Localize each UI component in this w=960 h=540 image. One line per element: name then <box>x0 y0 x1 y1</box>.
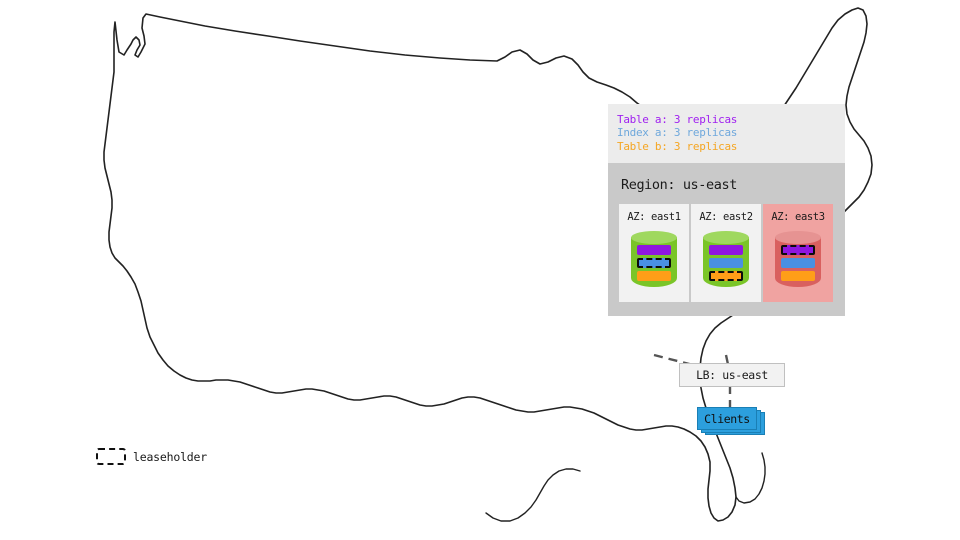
replica-bands-east3 <box>781 245 815 282</box>
dashed-rect-icon <box>96 448 126 465</box>
availability-zone-row: AZ: east1 AZ: east2 <box>619 204 834 303</box>
us-coastline-detail <box>735 452 766 504</box>
database-cylinder-east2[interactable] <box>703 231 749 293</box>
replica-band-index-a-leaseholder <box>637 258 671 269</box>
replica-band-table-b-leaseholder <box>709 271 743 282</box>
region-diagram-panel: Table a: 3 replicas Index a: 3 replicas … <box>608 104 845 436</box>
replica-band-table-a <box>637 245 671 256</box>
us-outline-path <box>103 7 873 522</box>
leaseholder-legend-label: leaseholder <box>133 449 207 464</box>
legend-row-table-b: Table b: 3 replicas <box>617 140 845 153</box>
replica-band-table-b <box>781 271 815 282</box>
region-title: Region: us-east <box>621 177 737 194</box>
legend-label-table-a: Table a: 3 replicas <box>617 113 738 126</box>
replica-band-index-a <box>709 258 743 269</box>
load-balancer-box[interactable]: LB: us-east <box>679 363 785 388</box>
cylinder-top-ellipse <box>631 231 677 245</box>
az-label-east3: AZ: east3 <box>771 211 825 224</box>
legend-label-index-a: Index a: 3 replicas <box>617 126 738 140</box>
load-balancer-label: LB: us-east <box>696 368 768 383</box>
region-block: Region: us-east AZ: east1 AZ: east2 <box>608 163 845 436</box>
cylinder-top-ellipse <box>703 231 749 245</box>
legend-label-table-b: Table b: 3 replicas <box>617 139 738 153</box>
database-cylinder-east1[interactable] <box>631 231 677 293</box>
replica-bands-east1 <box>637 245 671 282</box>
az-label-east2: AZ: east2 <box>699 211 753 224</box>
az-box-east2[interactable]: AZ: east2 <box>691 204 761 303</box>
clients-label: Clients <box>704 411 750 426</box>
replica-band-table-a <box>709 245 743 256</box>
legend-row-index-a: Index a: 3 replicas <box>617 126 845 139</box>
legend-row-table-a: Table a: 3 replicas <box>617 113 845 126</box>
replica-legend: Table a: 3 replicas Index a: 3 replicas … <box>608 104 845 164</box>
replica-band-index-a <box>781 258 815 269</box>
clients-stack[interactable]: Clients <box>697 407 765 436</box>
clients-card-front[interactable]: Clients <box>697 407 757 431</box>
cylinder-top-ellipse <box>775 231 821 245</box>
leaseholder-legend: leaseholder <box>96 448 207 465</box>
az-box-east1[interactable]: AZ: east1 <box>619 204 689 303</box>
gulf-coast-detail <box>485 468 581 522</box>
replica-band-table-a-leaseholder <box>781 245 815 256</box>
replica-bands-east2 <box>709 245 743 282</box>
az-box-east3[interactable]: AZ: east3 <box>763 204 833 303</box>
database-cylinder-east3[interactable] <box>775 231 821 293</box>
az-label-east1: AZ: east1 <box>627 211 681 224</box>
replica-band-table-b <box>637 271 671 282</box>
